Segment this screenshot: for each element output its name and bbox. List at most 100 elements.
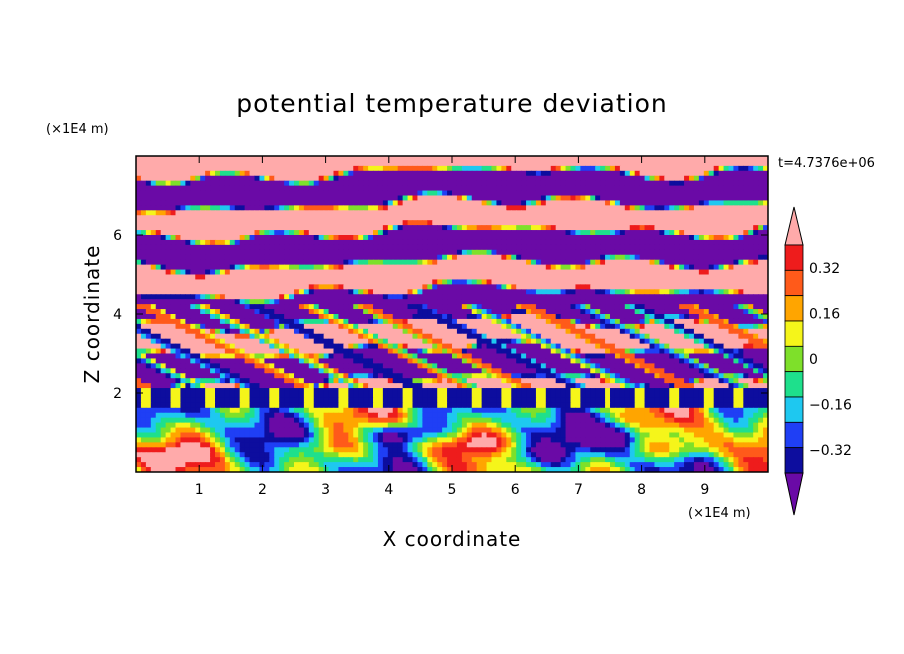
contour-cell	[185, 299, 191, 305]
contour-cell	[501, 200, 507, 206]
contour-cell	[259, 235, 265, 241]
contour-cell	[363, 195, 369, 202]
contour-cell	[654, 328, 660, 335]
contour-cell	[580, 259, 586, 266]
contour-cell	[145, 156, 152, 162]
contour-cell	[540, 318, 547, 325]
contour-cell	[496, 274, 502, 281]
contour-cell	[397, 185, 404, 192]
contour-cell	[703, 274, 710, 281]
contour-cell	[649, 195, 656, 202]
contour-cell	[402, 314, 409, 320]
contour-cell	[437, 309, 443, 315]
contour-cell	[338, 175, 344, 182]
contour-cell	[298, 239, 305, 246]
contour-cell	[738, 264, 744, 271]
contour-cell	[170, 190, 177, 197]
contour-cell	[575, 180, 581, 187]
contour-cell	[397, 269, 404, 276]
contour-cell	[397, 239, 404, 246]
contour-cell	[654, 195, 660, 202]
contour-cell	[200, 264, 206, 271]
contour-cell	[215, 269, 221, 276]
contour-cell	[738, 259, 744, 266]
contour-cell	[397, 190, 404, 197]
contour-cell	[511, 333, 517, 340]
contour-cell	[600, 175, 606, 182]
contour-cell	[595, 323, 601, 330]
contour-cell	[644, 264, 651, 271]
contour-cell	[427, 343, 433, 350]
contour-cell	[693, 294, 700, 300]
contour-cell	[427, 235, 433, 241]
contour-cell	[733, 220, 739, 226]
contour-cell	[377, 254, 384, 261]
contour-cell	[145, 235, 152, 241]
contour-cell	[323, 225, 330, 231]
contour-cell	[452, 314, 458, 320]
contour-cell	[644, 200, 651, 206]
contour-cell	[140, 220, 147, 226]
contour-cell	[254, 165, 261, 172]
contour-cell	[318, 314, 325, 320]
contour-cell	[723, 205, 730, 211]
contour-cell	[234, 309, 241, 315]
contour-cell	[590, 195, 596, 202]
contour-cell	[298, 225, 305, 231]
contour-cell	[452, 156, 458, 162]
contour-cell	[689, 274, 695, 281]
contour-cell	[679, 165, 685, 172]
contour-cell	[738, 333, 744, 340]
contour-cell	[165, 230, 172, 236]
contour-cell	[373, 304, 379, 310]
contour-cell	[318, 343, 325, 350]
contour-cell	[249, 220, 256, 226]
contour-cell	[501, 156, 507, 162]
contour-cell	[535, 170, 542, 177]
contour-cell	[728, 289, 735, 295]
contour-cell	[758, 220, 764, 226]
contour-cell	[442, 180, 448, 187]
contour-cell	[328, 160, 335, 167]
contour-cell	[397, 230, 404, 236]
contour-cell	[738, 284, 744, 290]
contour-cell	[190, 180, 196, 187]
contour-cell	[294, 274, 300, 281]
contour-cell	[471, 343, 478, 350]
contour-cell	[219, 254, 226, 261]
contour-cell	[753, 259, 759, 266]
contour-cell	[575, 269, 581, 276]
contour-cell	[629, 304, 636, 310]
contour-cell	[713, 185, 720, 192]
contour-cell	[570, 160, 577, 167]
contour-cell	[298, 156, 305, 162]
contour-cell	[160, 284, 167, 290]
contour-cell	[239, 156, 246, 162]
contour-cell	[368, 156, 374, 162]
contour-cell	[294, 323, 300, 330]
contour-cell	[634, 180, 641, 187]
contour-cell	[348, 230, 354, 236]
contour-cell	[432, 264, 438, 271]
contour-cell	[728, 269, 735, 276]
contour-cell	[284, 230, 290, 236]
contour-cell	[417, 160, 423, 167]
contour-cell	[333, 160, 340, 167]
contour-cell	[758, 314, 764, 320]
contour-cell	[224, 289, 231, 295]
contour-cell	[215, 274, 221, 281]
contour-cell	[333, 304, 340, 310]
contour-cell	[644, 289, 651, 295]
contour-cell	[358, 254, 364, 261]
contour-cell	[170, 225, 177, 231]
contour-cell	[540, 160, 547, 167]
contour-cell	[318, 269, 325, 276]
contour-cell	[269, 289, 275, 295]
contour-cell	[456, 289, 463, 295]
contour-cell	[170, 323, 177, 330]
contour-cell	[565, 323, 572, 330]
contour-cell	[348, 225, 354, 231]
contour-cell	[432, 239, 438, 246]
contour-cell	[407, 239, 414, 246]
contour-cell	[763, 343, 768, 350]
